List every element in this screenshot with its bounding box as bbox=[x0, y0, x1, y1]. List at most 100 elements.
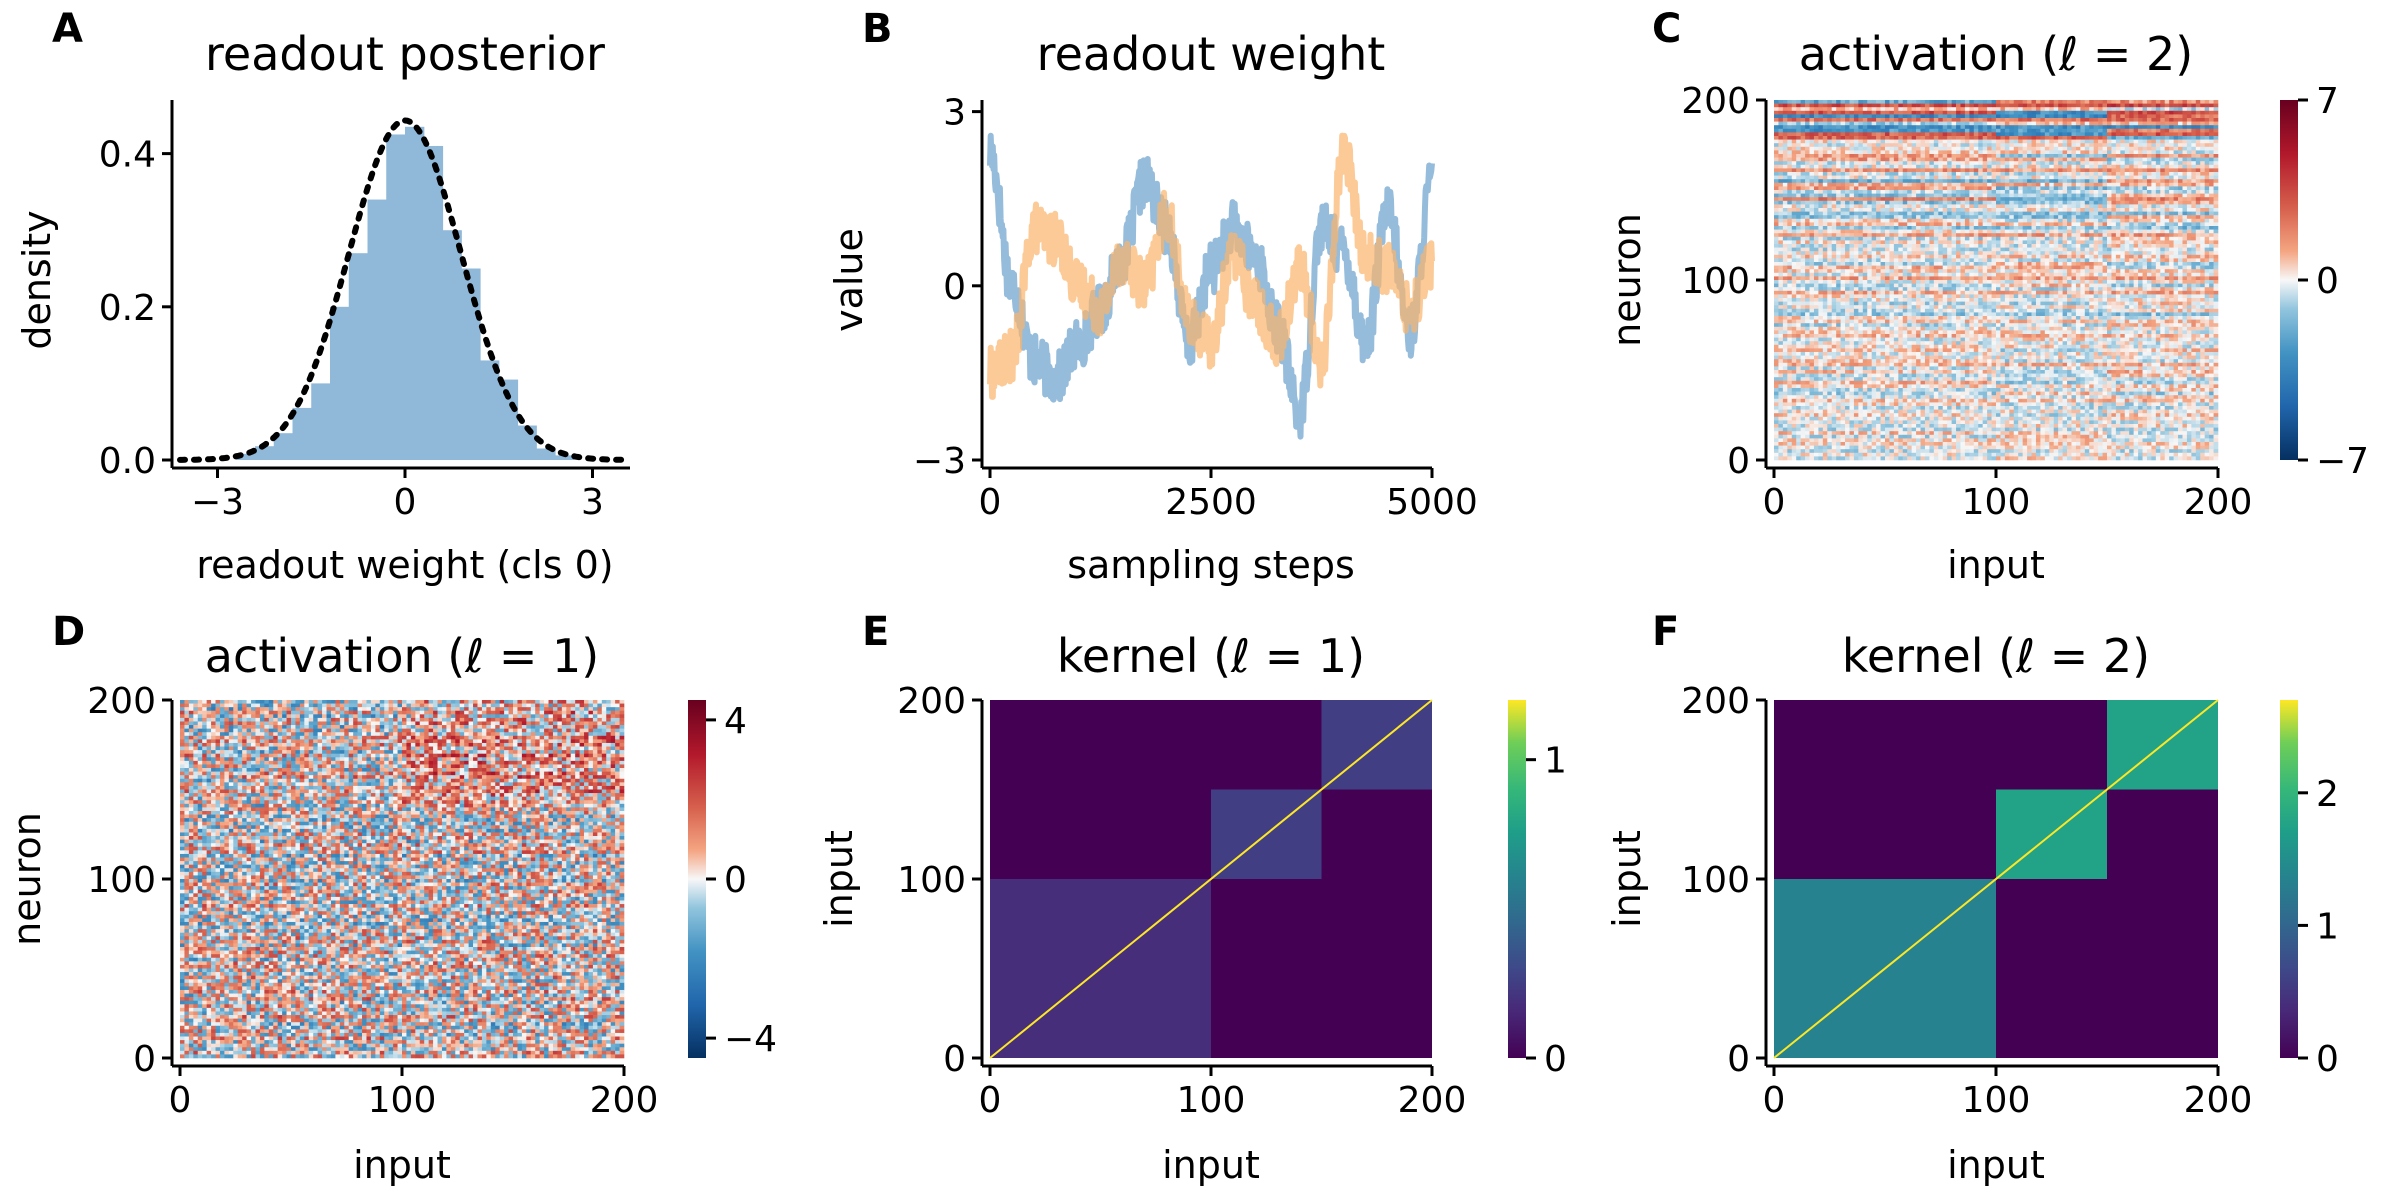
heatmap-cell bbox=[1960, 244, 1966, 248]
heatmap-cell bbox=[2089, 215, 2094, 220]
heatmap-cell bbox=[1982, 114, 1988, 119]
heatmap-cell bbox=[1778, 103, 1784, 108]
heatmap-cell bbox=[2049, 107, 2055, 112]
heatmap-cell bbox=[1774, 150, 1779, 155]
heatmap-cell bbox=[2053, 240, 2059, 245]
heatmap-cell bbox=[1929, 132, 1935, 137]
heatmap-cell bbox=[2009, 168, 2015, 173]
heatmap-cell bbox=[2213, 128, 2219, 133]
heatmap-cell bbox=[1822, 107, 1828, 112]
heatmap-cell bbox=[1774, 208, 1779, 212]
heatmap-cell bbox=[1885, 197, 1890, 202]
heatmap-cell bbox=[2115, 218, 2121, 223]
heatmap-cell bbox=[1782, 204, 1788, 209]
heatmap-cell bbox=[2182, 254, 2188, 259]
heatmap-cell bbox=[2191, 100, 2197, 104]
heatmap-cell bbox=[2173, 265, 2179, 270]
heatmap-cell bbox=[1862, 150, 1868, 155]
heatmap-cell bbox=[2102, 143, 2108, 148]
heatmap-cell bbox=[1831, 200, 1837, 205]
heatmap-cell bbox=[2075, 265, 2081, 270]
heatmap-cell bbox=[1951, 118, 1957, 122]
heatmap-cell bbox=[2071, 125, 2077, 130]
heatmap-cell bbox=[1791, 150, 1797, 155]
heatmap-cell bbox=[1889, 262, 1895, 266]
heatmap-cell bbox=[1782, 175, 1788, 180]
heatmap-cell bbox=[1836, 172, 1841, 176]
heatmap-cell bbox=[2173, 110, 2179, 115]
heatmap-cell bbox=[1880, 143, 1886, 148]
heatmap-cell bbox=[2111, 139, 2117, 144]
heatmap-cell bbox=[2204, 154, 2210, 158]
heatmap-cell bbox=[2093, 103, 2099, 108]
heatmap-cell bbox=[2164, 211, 2170, 216]
heatmap-cell bbox=[1907, 146, 1912, 151]
heatmap-cell bbox=[1911, 193, 1917, 198]
heatmap-cell bbox=[1960, 150, 1966, 155]
heatmap-cell bbox=[2053, 236, 2059, 241]
heatmap-cell bbox=[1858, 175, 1864, 180]
heatmap-cell bbox=[2031, 182, 2037, 187]
heatmap-cell bbox=[2004, 190, 2010, 194]
heatmap-cell bbox=[1987, 218, 1992, 223]
heatmap-cell bbox=[1885, 114, 1890, 119]
heatmap-cell bbox=[2151, 110, 2157, 115]
heatmap-cell bbox=[2000, 175, 2006, 180]
heatmap-cell bbox=[2209, 240, 2214, 245]
heatmap-cell bbox=[2071, 110, 2077, 115]
heatmap-cell bbox=[1774, 186, 1779, 191]
heatmap-cell bbox=[2200, 175, 2205, 180]
heatmap-cell bbox=[2133, 211, 2139, 216]
heatmap-cell bbox=[2111, 172, 2117, 176]
heatmap-cell bbox=[1858, 204, 1864, 209]
heatmap-cell bbox=[2004, 218, 2010, 223]
heatmap-cell bbox=[2058, 107, 2063, 112]
heatmap-cell bbox=[2044, 139, 2050, 144]
heatmap-cell bbox=[1924, 276, 1930, 281]
heatmap-cell bbox=[1845, 110, 1850, 115]
histogram-bar bbox=[405, 126, 425, 461]
heatmap-cell bbox=[1831, 157, 1837, 162]
heatmap-cell bbox=[1880, 132, 1886, 137]
heatmap-cell bbox=[2142, 258, 2148, 263]
heatmap-cell bbox=[1885, 100, 1890, 104]
heatmap-cell bbox=[1911, 114, 1917, 119]
heatmap-cell bbox=[2191, 128, 2197, 133]
heatmap-cell bbox=[2160, 218, 2166, 223]
heatmap-cell bbox=[1836, 114, 1841, 119]
heatmap-cell bbox=[2155, 132, 2161, 137]
heatmap-cell bbox=[2089, 182, 2094, 187]
heatmap-cell bbox=[1907, 204, 1912, 209]
heatmap-cell bbox=[2124, 164, 2130, 169]
heatmap-cell bbox=[2009, 114, 2015, 119]
heatmap-cell bbox=[1796, 218, 1801, 223]
heatmap-cell bbox=[2067, 247, 2072, 252]
heatmap-cell bbox=[2111, 118, 2117, 122]
heatmap-cell bbox=[2080, 229, 2086, 234]
heatmap-cell bbox=[2173, 146, 2179, 151]
heatmap-cell bbox=[1840, 269, 1846, 274]
heatmap-cell bbox=[1947, 229, 1952, 234]
heatmap-cell bbox=[2018, 218, 2023, 223]
heatmap-cell bbox=[1796, 168, 1801, 173]
heatmap-cell bbox=[1947, 103, 1952, 108]
heatmap-cell bbox=[1902, 211, 1908, 216]
heatmap-cell bbox=[1862, 157, 1868, 162]
heatmap-cell bbox=[1893, 208, 1899, 212]
heatmap-cell bbox=[2182, 262, 2188, 266]
heatmap-cell bbox=[1827, 276, 1833, 281]
heatmap-cell bbox=[2093, 208, 2099, 212]
heatmap-cell bbox=[1911, 172, 1917, 176]
heatmap-cell bbox=[1885, 215, 1890, 220]
heatmap-cell bbox=[1920, 172, 1926, 176]
heatmap-cell bbox=[1871, 132, 1877, 137]
heatmap-cell bbox=[1996, 154, 2001, 158]
heatmap-cell bbox=[2080, 186, 2086, 191]
heatmap-cell bbox=[1933, 164, 1939, 169]
heatmap-cell bbox=[2155, 139, 2161, 144]
heatmap-cell bbox=[2164, 121, 2170, 126]
heatmap-cell bbox=[2204, 128, 2210, 133]
heatmap-cell bbox=[1809, 154, 1815, 158]
heatmap-cell bbox=[1898, 100, 1904, 104]
heatmap-cell bbox=[1782, 150, 1788, 155]
